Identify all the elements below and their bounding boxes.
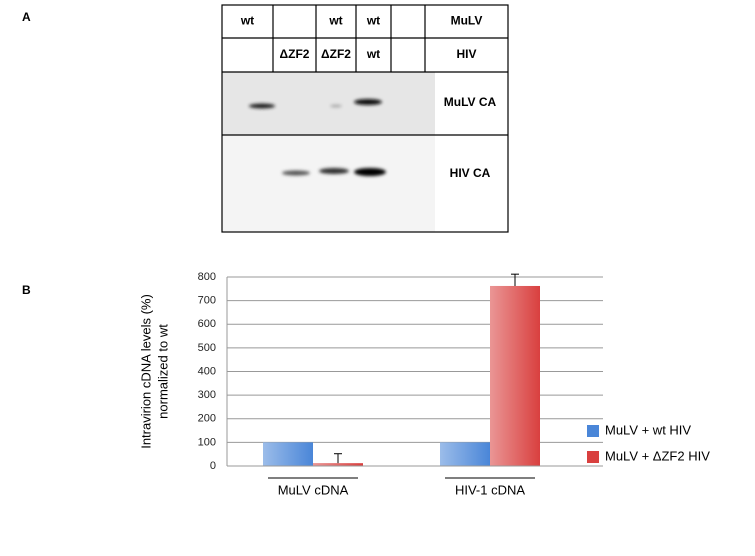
panel-label: B [22, 283, 31, 297]
y-tick-label: 400 [198, 365, 216, 377]
panel-label: A [22, 10, 31, 24]
y-tick-label: 300 [198, 389, 216, 401]
bar-shine [313, 463, 363, 466]
blot-image [222, 72, 435, 135]
y-tick-label: 700 [198, 295, 216, 307]
bar-shine [490, 285, 540, 466]
legend-label: MuLV + ΔZF2 HIV [605, 448, 710, 463]
y-tick-label: 100 [198, 436, 216, 448]
y-tick-label: 600 [198, 318, 216, 330]
x-tick-label: MuLV cDNA [278, 482, 349, 497]
bar-shine [440, 442, 490, 466]
table-cell: ΔZF2 [321, 47, 351, 61]
y-axis-title: Intravirion cDNA levels (%) [138, 294, 153, 449]
table-cell: wt [328, 14, 342, 28]
blot-image [222, 135, 435, 232]
legend-label: MuLV + wt HIV [605, 422, 691, 437]
legend-swatch [587, 451, 599, 463]
y-tick-label: 200 [198, 413, 216, 425]
y-tick-label: 500 [198, 342, 216, 354]
legend-swatch [587, 425, 599, 437]
table-cell: ΔZF2 [280, 47, 310, 61]
table-cell: HIV [456, 47, 476, 61]
table-cell: wt [366, 14, 380, 28]
table-cell: MuLV [451, 14, 483, 28]
table-cell: wt [240, 14, 254, 28]
table-lines [221, 4, 509, 233]
blot-label: HIV CA [450, 166, 491, 180]
blot-label: MuLV CA [444, 95, 497, 109]
y-tick-label: 800 [198, 271, 216, 283]
y-tick-label: 0 [210, 460, 216, 472]
blot-bands [249, 99, 386, 176]
table-cell: wt [366, 47, 380, 61]
x-tick-label: HIV-1 cDNA [455, 482, 525, 497]
bar-shine [263, 442, 313, 466]
y-axis-title: normalized to wt [155, 324, 170, 419]
